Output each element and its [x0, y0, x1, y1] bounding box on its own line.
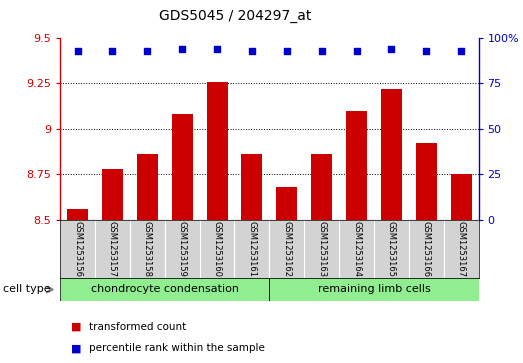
- Text: GSM1253158: GSM1253158: [143, 221, 152, 277]
- Bar: [207, 82, 228, 220]
- Bar: [381, 89, 402, 220]
- Bar: [60, 278, 269, 301]
- Point: [353, 48, 361, 54]
- Bar: [172, 114, 192, 220]
- Text: remaining limb cells: remaining limb cells: [317, 285, 430, 294]
- Text: cell type: cell type: [3, 285, 50, 294]
- Point: [317, 48, 326, 54]
- Bar: [451, 174, 472, 220]
- Text: GSM1253167: GSM1253167: [457, 221, 465, 277]
- Text: GSM1253166: GSM1253166: [422, 221, 431, 277]
- Text: GSM1253164: GSM1253164: [352, 221, 361, 277]
- Text: GSM1253160: GSM1253160: [212, 221, 222, 277]
- Bar: [276, 187, 297, 220]
- Text: transformed count: transformed count: [89, 322, 186, 332]
- Text: GSM1253163: GSM1253163: [317, 221, 326, 277]
- Point: [457, 48, 465, 54]
- Point: [73, 48, 82, 54]
- Point: [143, 48, 152, 54]
- Point: [213, 46, 221, 52]
- Point: [387, 46, 395, 52]
- Text: ■: ■: [71, 343, 81, 354]
- Point: [282, 48, 291, 54]
- Bar: [269, 278, 479, 301]
- Text: GSM1253159: GSM1253159: [178, 221, 187, 277]
- Text: GSM1253156: GSM1253156: [73, 221, 82, 277]
- Text: GSM1253157: GSM1253157: [108, 221, 117, 277]
- Bar: [242, 154, 263, 220]
- Point: [178, 46, 186, 52]
- Text: GSM1253161: GSM1253161: [247, 221, 256, 277]
- Bar: [102, 169, 123, 220]
- Text: GDS5045 / 204297_at: GDS5045 / 204297_at: [159, 9, 312, 23]
- Point: [108, 48, 117, 54]
- Bar: [67, 209, 88, 220]
- Bar: [346, 111, 367, 220]
- Text: percentile rank within the sample: percentile rank within the sample: [89, 343, 265, 354]
- Point: [422, 48, 430, 54]
- Text: GSM1253165: GSM1253165: [387, 221, 396, 277]
- Bar: [416, 143, 437, 220]
- Text: ■: ■: [71, 322, 81, 332]
- Text: GSM1253162: GSM1253162: [282, 221, 291, 277]
- Bar: [137, 154, 158, 220]
- Text: chondrocyte condensation: chondrocyte condensation: [91, 285, 238, 294]
- Point: [248, 48, 256, 54]
- Bar: [311, 154, 332, 220]
